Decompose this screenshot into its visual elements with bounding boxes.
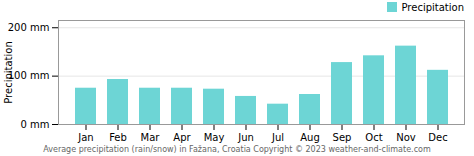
svg-text:May: May [204, 132, 225, 143]
svg-text:Dec: Dec [428, 132, 447, 143]
svg-text:Oct: Oct [365, 132, 382, 143]
svg-text:0 mm: 0 mm [20, 119, 49, 130]
svg-text:Mar: Mar [141, 132, 161, 143]
html-text:Average precipitation (rain/sn: Average precipitation (rain/snow) in Faž… [43, 145, 431, 154]
svg-text:Jan: Jan [77, 132, 93, 143]
svg-text:Jun: Jun [237, 132, 254, 143]
svg-text:Precipitation: Precipitation [3, 41, 14, 104]
svg-text:200 mm: 200 mm [8, 22, 50, 33]
svg-text:Feb: Feb [109, 132, 127, 143]
svg-text:Sep: Sep [333, 132, 352, 143]
svg-text:100 mm: 100 mm [8, 70, 50, 81]
svg-text:Jul: Jul [271, 132, 284, 143]
svg-text:Apr: Apr [173, 132, 191, 143]
svg-text:Aug: Aug [300, 132, 320, 143]
svg-text:Nov: Nov [396, 132, 416, 143]
html-text:Precipitation: Precipitation [401, 1, 464, 13]
